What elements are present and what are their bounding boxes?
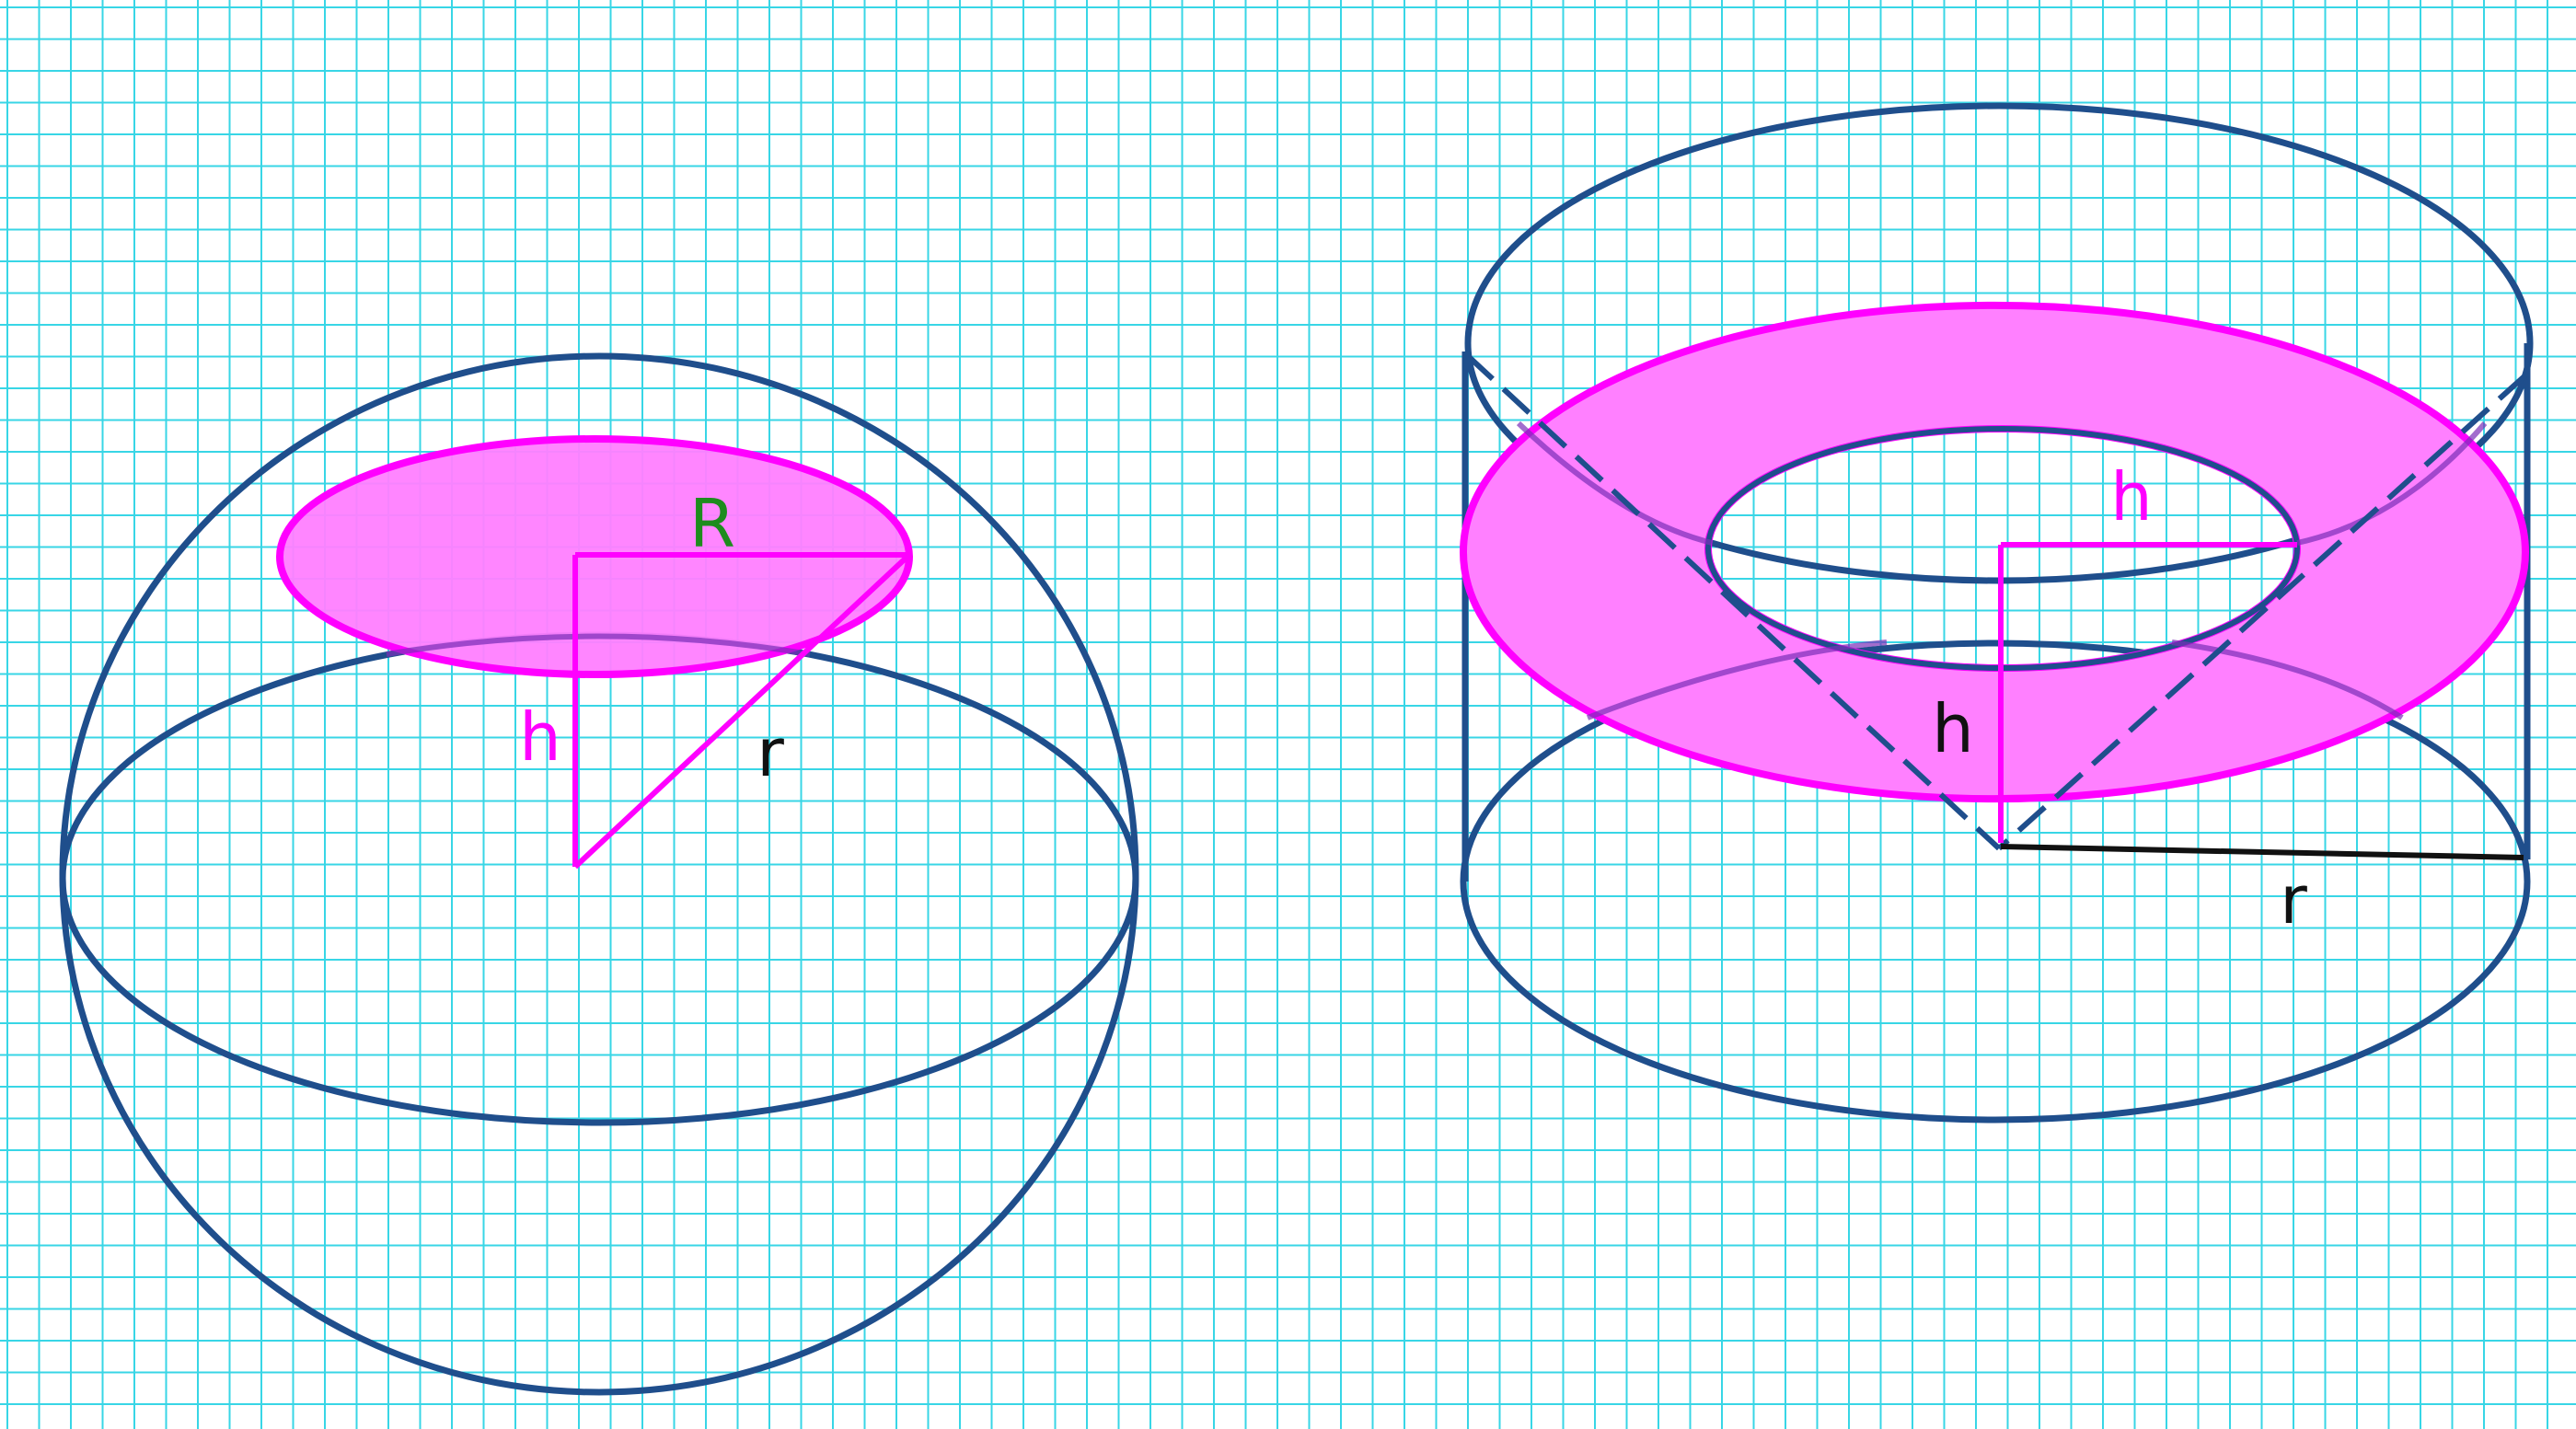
sphere-radius-r-line xyxy=(572,552,912,870)
cylinder-top-rim-through-section xyxy=(1516,421,1713,546)
cylinder-top-rim-through-section-right xyxy=(2296,421,2488,546)
cylinder-bottom-rim-through-section-right xyxy=(2171,640,2404,720)
cylinder-figure: h h r xyxy=(1459,102,2534,1124)
cone-right-generatrix xyxy=(1996,373,2528,851)
label-R: R xyxy=(689,485,735,562)
cylinder-base-radius-r-line xyxy=(2000,844,2524,860)
label-h-left: h xyxy=(519,698,561,776)
label-h-top-right: h xyxy=(2110,458,2153,536)
sphere-figure: R h r xyxy=(59,352,1139,1396)
label-r-right: r xyxy=(2280,861,2307,939)
sphere-equator-through-section xyxy=(386,633,811,657)
label-h-right: h xyxy=(1932,690,1974,767)
cone-left-generatrix xyxy=(1464,352,2002,851)
cylinder-annulus-section xyxy=(1459,302,2530,802)
sphere-equator xyxy=(59,631,1139,1126)
label-r-left: r xyxy=(757,714,784,791)
cylinder-bottom-rim-through-section xyxy=(1586,640,1888,720)
